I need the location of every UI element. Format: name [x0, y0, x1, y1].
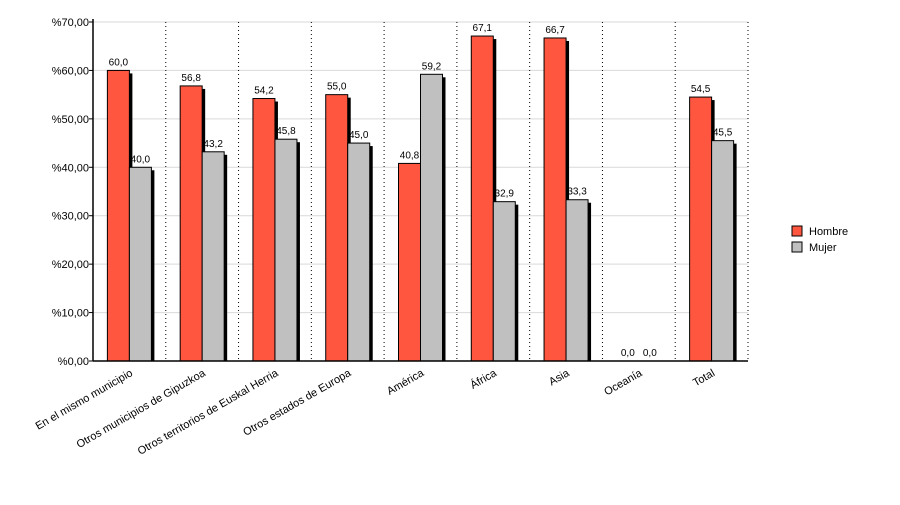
- bar-mujer: [201, 151, 225, 362]
- data-label: 45,8: [276, 126, 296, 137]
- x-tick-label: Otros territorios de Euskal Herria: [136, 367, 281, 458]
- data-label: 66,7: [545, 25, 565, 36]
- x-tick-label: Otros municipios de Gipuzkoa: [75, 367, 209, 451]
- legend-swatch-mujer: [791, 241, 803, 253]
- x-tick-label: América: [385, 367, 427, 398]
- x-tick-label: Total: [691, 367, 717, 389]
- data-label: 45,5: [713, 128, 733, 139]
- y-tick-label: %60,00: [52, 65, 89, 77]
- bar-hombre: [398, 162, 421, 362]
- data-label: 0,0: [643, 348, 657, 359]
- data-label: 60,0: [109, 57, 129, 68]
- bar-hombre: [252, 98, 276, 362]
- data-labels: 60,0 40,0 56,8 43,2 54,2 45,8 55,0 45,0 40,8 59,2…: [109, 23, 733, 359]
- axes: [89, 19, 748, 362]
- data-label: 54,2: [254, 86, 274, 97]
- y-tick-label: %70,00: [52, 17, 89, 29]
- bar-mujer: [347, 142, 371, 362]
- data-label: 54,5: [691, 84, 711, 95]
- data-label: 55,0: [327, 82, 347, 93]
- y-tick-label: %20,00: [52, 259, 89, 271]
- data-label: 0,0: [621, 348, 635, 359]
- bar-hombre: [106, 69, 130, 362]
- bar-hombre: [543, 37, 567, 362]
- x-tick-label: Oceanía: [602, 367, 645, 399]
- x-tick-label: Asia: [547, 367, 572, 389]
- data-label: 32,9: [495, 189, 515, 200]
- bar-mujer: [711, 140, 735, 362]
- legend-label-mujer: Mujer: [809, 242, 837, 254]
- data-label: 59,2: [422, 61, 442, 72]
- data-label: 33,3: [567, 187, 587, 198]
- y-tick-label: %30,00: [52, 211, 89, 223]
- bar-hombre: [470, 35, 494, 362]
- category-separators: [165, 22, 749, 361]
- y-tick-labels: %0,00 %10,00 %20,00 %30,00 %40,00 %50,00 %60,0…: [52, 17, 89, 368]
- bar-mujer: [492, 201, 516, 362]
- bar-hombre: [179, 85, 203, 362]
- data-label: 56,8: [181, 73, 201, 84]
- bar-mujer: [420, 73, 443, 362]
- bar-mujer: [565, 199, 589, 362]
- y-tick-label: %10,00: [52, 308, 89, 320]
- data-label: 45,0: [349, 130, 369, 141]
- y-tick-label: %40,00: [52, 162, 89, 174]
- legend-swatch-hombre: [791, 225, 803, 237]
- y-tick-label: %50,00: [52, 114, 89, 126]
- data-label: 40,0: [131, 154, 151, 165]
- y-tick-label: %0,00: [58, 356, 89, 368]
- legend-label-hombre: Hombre: [809, 226, 848, 238]
- bar-hombre: [325, 94, 349, 362]
- bar-hombre: [689, 96, 713, 362]
- data-label: 67,1: [473, 23, 493, 34]
- bar-mujer: [274, 138, 298, 362]
- legend: Hombre Mujer: [791, 225, 848, 254]
- x-tick-label: África: [468, 366, 500, 392]
- bar-mujer: [128, 166, 152, 362]
- data-label: 40,8: [400, 150, 420, 161]
- bars: [106, 35, 737, 362]
- data-label: 43,2: [203, 139, 223, 150]
